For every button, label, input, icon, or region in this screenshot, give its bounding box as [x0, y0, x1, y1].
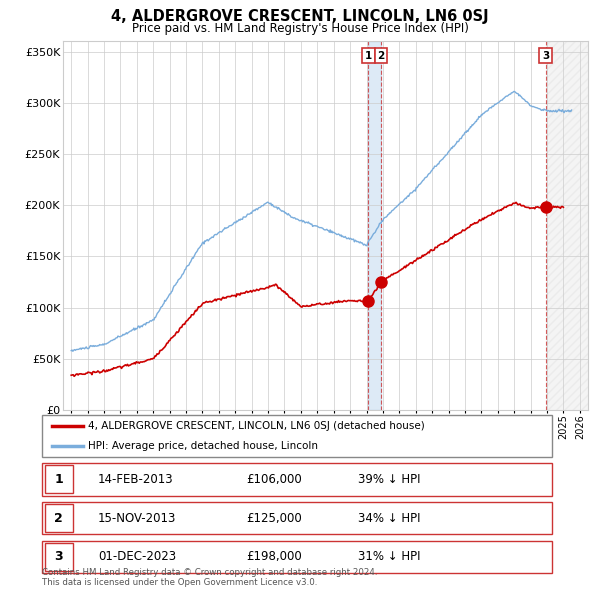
Text: Price paid vs. HM Land Registry's House Price Index (HPI): Price paid vs. HM Land Registry's House … — [131, 22, 469, 35]
Bar — [44, 543, 73, 571]
Text: Contains HM Land Registry data © Crown copyright and database right 2024.
This d: Contains HM Land Registry data © Crown c… — [42, 568, 377, 587]
Bar — [44, 465, 73, 493]
Bar — [44, 504, 73, 532]
Text: £125,000: £125,000 — [246, 512, 302, 525]
Text: 39% ↓ HPI: 39% ↓ HPI — [358, 473, 421, 486]
Text: 1: 1 — [54, 473, 63, 486]
Text: 01-DEC-2023: 01-DEC-2023 — [98, 550, 176, 563]
Text: 2: 2 — [54, 512, 63, 525]
Text: 1: 1 — [365, 51, 372, 61]
Text: 4, ALDERGROVE CRESCENT, LINCOLN, LN6 0SJ: 4, ALDERGROVE CRESCENT, LINCOLN, LN6 0SJ — [111, 9, 489, 24]
Bar — [545, 41, 588, 410]
Text: 31% ↓ HPI: 31% ↓ HPI — [358, 550, 421, 563]
Text: 2: 2 — [377, 51, 385, 61]
Text: 4, ALDERGROVE CRESCENT, LINCOLN, LN6 0SJ (detached house): 4, ALDERGROVE CRESCENT, LINCOLN, LN6 0SJ… — [88, 421, 425, 431]
Text: HPI: Average price, detached house, Lincoln: HPI: Average price, detached house, Linc… — [88, 441, 318, 451]
Text: 15-NOV-2013: 15-NOV-2013 — [98, 512, 176, 525]
Bar — [368, 41, 381, 410]
Text: £198,000: £198,000 — [246, 550, 302, 563]
Text: 3: 3 — [542, 51, 549, 61]
Text: 34% ↓ HPI: 34% ↓ HPI — [358, 512, 421, 525]
Text: £106,000: £106,000 — [246, 473, 302, 486]
Text: 3: 3 — [54, 550, 63, 563]
Text: 14-FEB-2013: 14-FEB-2013 — [98, 473, 174, 486]
